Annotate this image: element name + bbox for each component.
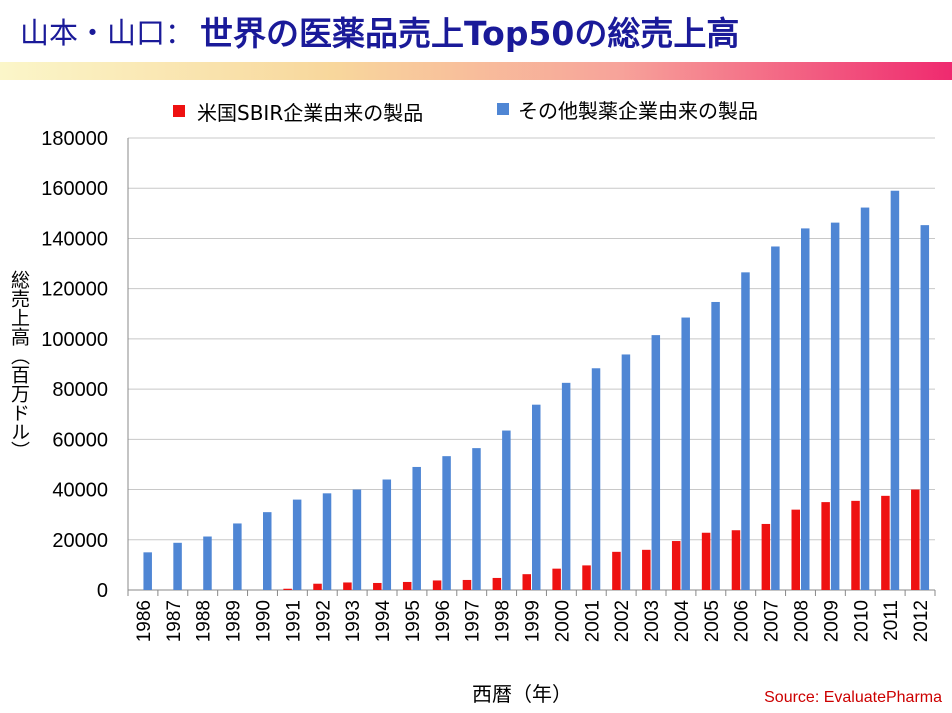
x-tick-label: 1990	[254, 600, 275, 642]
bar-sbir	[432, 580, 442, 590]
bar-sbir	[851, 500, 860, 590]
bar-other	[591, 368, 601, 590]
bar-other	[352, 489, 362, 590]
bar-other	[741, 272, 750, 590]
x-tick-label: 2005	[702, 600, 723, 642]
x-axis-label: 西暦（年）	[472, 682, 572, 706]
bar-chart: 0 20000 40000 60000 80000 100000 120000 140000 1…	[8, 99, 936, 706]
x-tick-label: 1987	[164, 600, 185, 642]
x-tick-label: 1994	[373, 600, 394, 643]
x-tick-label: 2010	[851, 600, 872, 642]
x-tick-label: 2012	[911, 600, 932, 642]
x-tick-label: 2009	[821, 600, 842, 642]
bar-other	[920, 225, 930, 590]
x-tick-label: 1988	[194, 600, 215, 642]
bar-other	[830, 222, 840, 590]
bar-sbir	[881, 495, 890, 590]
bar-other	[860, 207, 870, 590]
bar-sbir	[642, 549, 651, 590]
x-tick-label: 1999	[523, 600, 544, 642]
y-tick-label: 160000	[41, 178, 108, 200]
x-tick-label: 1997	[463, 600, 484, 642]
bar-other	[890, 190, 900, 590]
x-tick-label: 2003	[642, 600, 663, 642]
x-tick-label: 2008	[792, 600, 813, 642]
bar-sbir	[821, 502, 830, 590]
x-tick-label: 2011	[881, 600, 902, 641]
bar-other	[561, 382, 571, 590]
bar-sbir	[731, 530, 741, 590]
y-tick-label: 80000	[52, 379, 108, 401]
bar-other	[382, 479, 392, 590]
x-tick-label: 2004	[672, 600, 693, 643]
bar-other	[412, 466, 421, 590]
y-tick-label: 180000	[41, 128, 108, 150]
x-tick-label: 1991	[283, 600, 304, 642]
bar-other	[233, 523, 242, 590]
bar-other	[263, 512, 272, 590]
bar-sbir	[791, 509, 800, 590]
bar-other	[472, 448, 481, 590]
bar-sbir	[402, 581, 412, 590]
bar-sbir	[612, 551, 621, 590]
x-tick-label: 2007	[762, 600, 783, 642]
legend-swatch-other	[497, 103, 509, 115]
bar-other	[502, 430, 511, 590]
y-tick-label: 120000	[41, 279, 108, 301]
bar-other	[532, 404, 541, 590]
bar-other	[711, 301, 720, 590]
bar-other	[771, 246, 780, 591]
bar-sbir	[701, 532, 711, 590]
bar-other	[681, 317, 690, 590]
bar-sbir	[492, 577, 502, 590]
bar-sbir	[761, 523, 771, 590]
bar-other	[621, 354, 631, 590]
x-tick-label: 2001	[582, 600, 603, 642]
bar-sbir	[462, 579, 472, 590]
y-tick-label: 140000	[41, 228, 108, 250]
bar-sbir	[911, 489, 920, 590]
bar-sbir	[283, 588, 292, 590]
y-tick-label: 20000	[52, 530, 108, 552]
x-tick-label: 1995	[403, 600, 424, 642]
legend-label-sbir: 米国SBIR企業由来の製品	[197, 101, 423, 125]
bar-sbir	[522, 574, 531, 590]
source-note: Source: EvaluatePharma	[764, 689, 942, 706]
bar-sbir	[343, 582, 352, 590]
legend-swatch-sbir	[173, 105, 185, 117]
x-tick-label: 1986	[134, 600, 155, 642]
title-main: 世界の医薬品売上Top50の総売上高	[200, 14, 740, 53]
x-tick-label: 1993	[343, 600, 364, 642]
bar-sbir	[671, 541, 681, 590]
y-tick-label: 100000	[41, 329, 108, 351]
bar-other	[173, 542, 182, 590]
x-tick-label: 2006	[732, 600, 753, 642]
bar-other	[292, 499, 302, 590]
x-tick-label: 1992	[313, 600, 334, 642]
title-authors: 山本・山口：	[20, 16, 195, 50]
y-tick-label: 60000	[52, 429, 108, 451]
bar-sbir	[552, 568, 561, 590]
bar-other	[322, 493, 332, 590]
bar-other	[442, 456, 451, 590]
title-gradient-bar	[0, 62, 952, 80]
y-tick-label: 40000	[52, 480, 108, 502]
x-tick-label: 1996	[433, 600, 454, 642]
bar-other	[203, 536, 212, 590]
y-axis-label: 総売上高（百万ドル）	[8, 270, 30, 460]
bar-other	[143, 552, 152, 590]
bar-other	[651, 335, 661, 590]
bar-other	[801, 228, 810, 590]
y-tick-label: 0	[97, 580, 108, 602]
bar-sbir	[373, 582, 382, 590]
x-tick-label: 2000	[552, 600, 573, 642]
bar-sbir	[582, 565, 591, 590]
bar-sbir	[313, 583, 322, 590]
legend-label-other: その他製薬企業由来の製品	[518, 99, 758, 123]
slide-title: 山本・山口： 世界の医薬品売上Top50の総売上高	[0, 0, 952, 62]
x-tick-label: 2002	[612, 600, 633, 642]
x-tick-label: 1998	[493, 600, 514, 642]
x-tick-label: 1989	[224, 600, 245, 642]
